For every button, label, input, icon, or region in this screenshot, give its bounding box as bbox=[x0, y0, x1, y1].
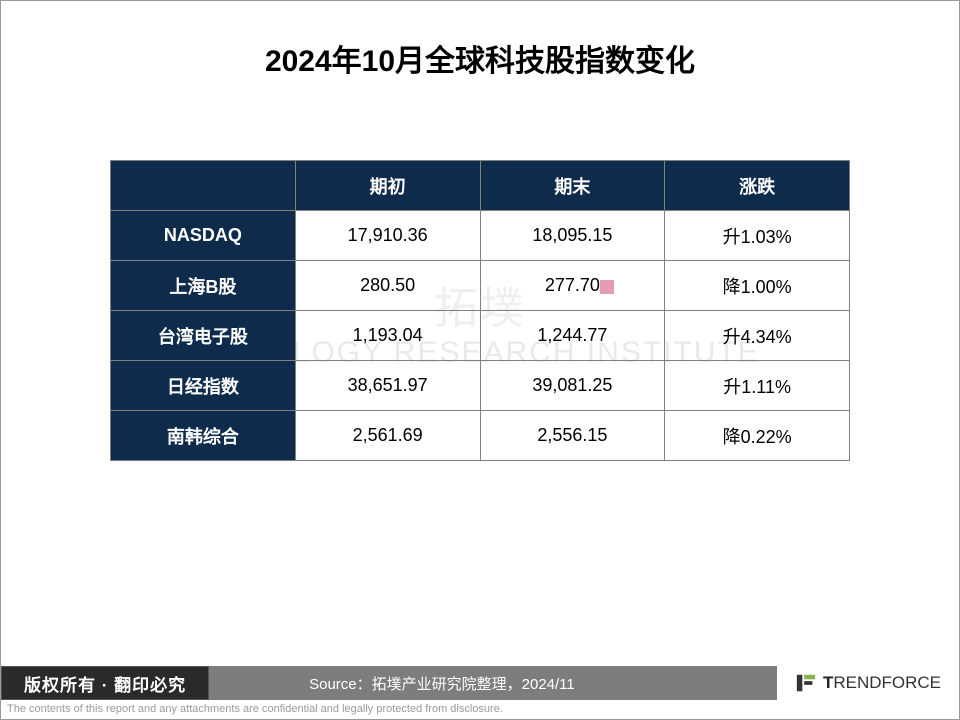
row-label: 日经指数 bbox=[111, 361, 296, 411]
copyright-label: 版权所有 · 翻印必究 bbox=[1, 666, 209, 700]
cell-start: 38,651.97 bbox=[295, 361, 480, 411]
col-header-change: 涨跌 bbox=[665, 161, 850, 211]
table-row: 台湾电子股 1,193.04 1,244.77 升4.34% bbox=[111, 311, 850, 361]
brand-text: TRENDFORCE bbox=[823, 673, 941, 693]
col-header-end: 期末 bbox=[480, 161, 665, 211]
table-row: 南韩综合 2,561.69 2,556.15 降0.22% bbox=[111, 411, 850, 461]
source-label: Source：拓墣产业研究院整理，2024/11 bbox=[209, 666, 777, 700]
cell-end: 18,095.15 bbox=[480, 211, 665, 261]
row-label: NASDAQ bbox=[111, 211, 296, 261]
cell-change: 降0.22% bbox=[665, 411, 850, 461]
cell-end: 2,556.15 bbox=[480, 411, 665, 461]
table-row: 日经指数 38,651.97 39,081.25 升1.11% bbox=[111, 361, 850, 411]
col-header-blank bbox=[111, 161, 296, 211]
cell-change: 降1.00% bbox=[665, 261, 850, 311]
table-container: 拓墣 TOPOLOGY RESEARCH INSTITUTE 期初 期末 涨跌 … bbox=[110, 160, 850, 461]
row-label: 上海B股 bbox=[111, 261, 296, 311]
table-row: 上海B股 280.50 277.70 降1.00% bbox=[111, 261, 850, 311]
footer: 版权所有 · 翻印必究 Source：拓墣产业研究院整理，2024/11 TRE… bbox=[1, 666, 959, 719]
cell-start: 2,561.69 bbox=[295, 411, 480, 461]
disclaimer-text: The contents of this report and any atta… bbox=[1, 700, 959, 719]
row-label: 台湾电子股 bbox=[111, 311, 296, 361]
cell-start: 1,193.04 bbox=[295, 311, 480, 361]
col-header-start: 期初 bbox=[295, 161, 480, 211]
cell-start: 17,910.36 bbox=[295, 211, 480, 261]
page-title: 2024年10月全球科技股指数变化 bbox=[1, 36, 959, 80]
cell-change: 升4.34% bbox=[665, 311, 850, 361]
cell-end: 39,081.25 bbox=[480, 361, 665, 411]
cell-change: 升1.03% bbox=[665, 211, 850, 261]
row-label: 南韩综合 bbox=[111, 411, 296, 461]
cell-end: 277.70 bbox=[480, 261, 665, 311]
trendforce-icon bbox=[795, 672, 817, 694]
cell-start: 280.50 bbox=[295, 261, 480, 311]
cell-end: 1,244.77 bbox=[480, 311, 665, 361]
brand-logo: TRENDFORCE bbox=[777, 666, 959, 700]
index-table: 期初 期末 涨跌 NASDAQ 17,910.36 18,095.15 升1.0… bbox=[110, 160, 850, 461]
marker-icon bbox=[600, 280, 614, 294]
table-header-row: 期初 期末 涨跌 bbox=[111, 161, 850, 211]
cell-change: 升1.11% bbox=[665, 361, 850, 411]
table-row: NASDAQ 17,910.36 18,095.15 升1.03% bbox=[111, 211, 850, 261]
